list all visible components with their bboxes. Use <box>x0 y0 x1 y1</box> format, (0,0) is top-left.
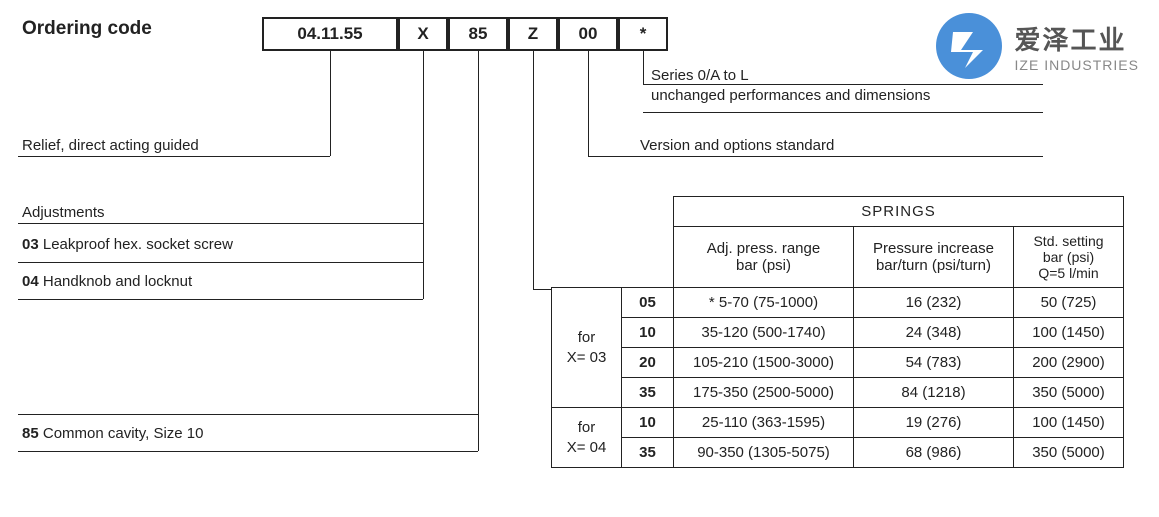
company-logo: 爱泽工业 IZE INDUSTRIES <box>933 10 1139 82</box>
connector <box>18 156 330 157</box>
adjustment-row-1: 03 Leakproof hex. socket screw <box>22 236 233 253</box>
code-cell-6: * <box>618 17 668 51</box>
springs-cell: 35-120 (500-1740) <box>674 318 854 348</box>
version-text: Version and options standard <box>640 137 834 154</box>
springs-col-3: Std. setting bar (psi) Q=5 l/min <box>1014 227 1124 288</box>
springs-rowcode: 35 <box>622 438 674 468</box>
springs-title: SPRINGS <box>674 197 1124 227</box>
code-cell-3: 85 <box>448 17 508 51</box>
connector <box>643 51 644 84</box>
adjustment-code: 04 <box>22 273 39 290</box>
springs-rowcode: 20 <box>622 348 674 378</box>
adjustments-heading: Adjustments <box>22 204 105 221</box>
springs-cell: 105-210 (1500-3000) <box>674 348 854 378</box>
springs-cell: 350 (5000) <box>1014 438 1124 468</box>
connector <box>643 112 1043 113</box>
springs-cell: 16 (232) <box>854 288 1014 318</box>
springs-rowcode: 35 <box>622 378 674 408</box>
code-cell-4: Z <box>508 17 558 51</box>
springs-cell: 350 (5000) <box>1014 378 1124 408</box>
connector <box>18 262 423 263</box>
cavity-label: Common cavity, Size 10 <box>43 425 204 442</box>
adjustment-label: Leakproof hex. socket screw <box>43 236 233 253</box>
springs-cell: 100 (1450) <box>1014 408 1124 438</box>
page-title: Ordering code <box>22 18 152 40</box>
connector <box>533 289 551 290</box>
cavity-code: 85 <box>22 425 39 442</box>
code-cell-2: X <box>398 17 448 51</box>
springs-cell: 100 (1450) <box>1014 318 1124 348</box>
cavity-row: 85 Common cavity, Size 10 <box>22 425 203 442</box>
logo-text-en: IZE INDUSTRIES <box>1015 57 1139 73</box>
connector <box>588 156 1043 157</box>
connector <box>18 451 478 452</box>
springs-cell: 90-350 (1305-5075) <box>674 438 854 468</box>
series-text: Series 0/A to L unchanged performances a… <box>651 66 930 107</box>
springs-col-2: Pressure increase bar/turn (psi/turn) <box>854 227 1014 288</box>
springs-cell: 200 (2900) <box>1014 348 1124 378</box>
connector <box>533 51 534 289</box>
code-cell-1: 04.11.55 <box>262 17 398 51</box>
springs-rowcode: 10 <box>622 318 674 348</box>
logo-text-cn: 爱泽工业 <box>1015 20 1139 57</box>
connector <box>588 51 589 157</box>
adjustment-row-2: 04 Handknob and locknut <box>22 273 192 290</box>
springs-cell: 19 (276) <box>854 408 1014 438</box>
logo-icon <box>933 10 1005 82</box>
connector <box>478 51 479 451</box>
springs-cell: 84 (1218) <box>854 378 1014 408</box>
series-line1: Series 0/A to L <box>651 67 749 84</box>
springs-col-1: Adj. press. range bar (psi) <box>674 227 854 288</box>
relief-text: Relief, direct acting guided <box>22 137 199 154</box>
springs-cell: 50 (725) <box>1014 288 1124 318</box>
springs-group-2: for X= 04 <box>552 408 622 468</box>
springs-cell: 25-110 (363-1595) <box>674 408 854 438</box>
springs-cell: * 5-70 (75-1000) <box>674 288 854 318</box>
series-line2: unchanged performances and dimensions <box>651 87 930 104</box>
connector <box>423 51 424 299</box>
adjustment-label: Handknob and locknut <box>43 273 192 290</box>
connector <box>18 299 423 300</box>
connector <box>18 223 423 224</box>
springs-cell: 54 (783) <box>854 348 1014 378</box>
connector <box>330 51 331 156</box>
code-cell-5: 00 <box>558 17 618 51</box>
springs-group-1: for X= 03 <box>552 288 622 408</box>
springs-cell: 24 (348) <box>854 318 1014 348</box>
springs-rowcode: 05 <box>622 288 674 318</box>
connector <box>18 414 478 415</box>
adjustment-code: 03 <box>22 236 39 253</box>
springs-table: SPRINGS Adj. press. range bar (psi) Pres… <box>551 196 1124 468</box>
springs-cell: 175-350 (2500-5000) <box>674 378 854 408</box>
springs-rowcode: 10 <box>622 408 674 438</box>
springs-cell: 68 (986) <box>854 438 1014 468</box>
